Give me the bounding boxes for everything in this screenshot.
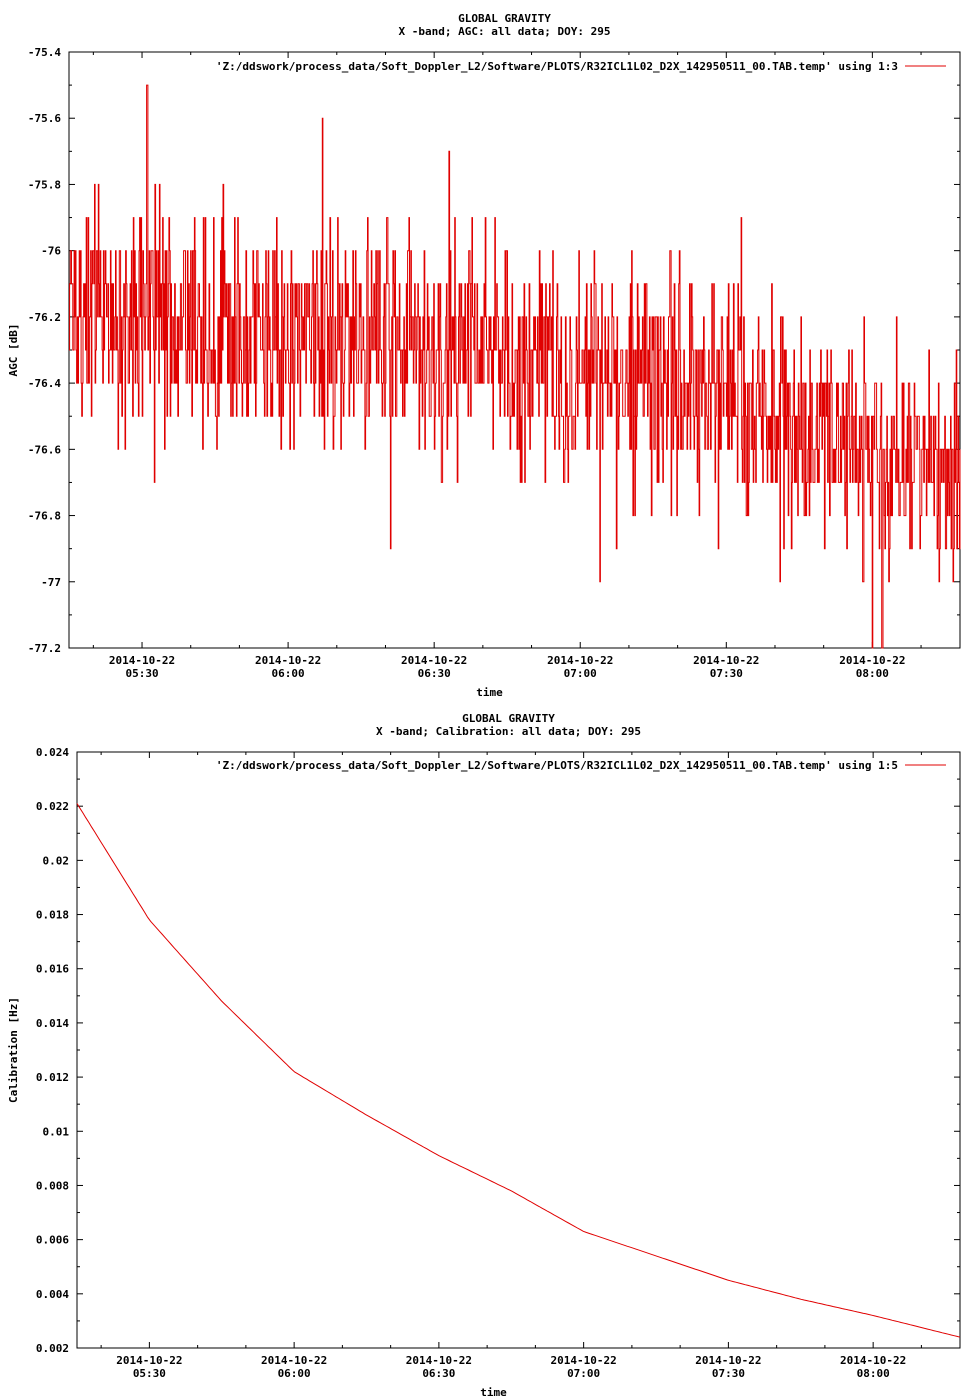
y-tick-label: -75.6	[28, 112, 61, 125]
x-tick-date: 2014-10-22	[406, 1354, 472, 1367]
x-tick-time: 06:00	[278, 1367, 311, 1380]
x-tick-date: 2014-10-22	[840, 1354, 906, 1367]
chart-subtitle: X -band; AGC: all data; DOY: 295	[399, 25, 611, 38]
legend-entry: 'Z:/ddswork/process_data/Soft_Doppler_L2…	[216, 759, 898, 772]
x-tick-date: 2014-10-22	[551, 1354, 617, 1367]
x-tick-time: 07:30	[710, 667, 743, 680]
y-tick-label: 0.016	[36, 963, 69, 976]
x-tick-date: 2014-10-22	[401, 654, 467, 667]
x-tick-time: 07:00	[564, 667, 597, 680]
x-tick-date: 2014-10-22	[255, 654, 321, 667]
x-tick-time: 05:30	[133, 1367, 166, 1380]
y-tick-label: -75.8	[28, 178, 61, 191]
x-tick-date: 2014-10-22	[109, 654, 175, 667]
x-axis-label: time	[480, 1386, 507, 1399]
y-tick-label: -76	[41, 245, 61, 258]
plot-frame	[68, 51, 961, 649]
y-tick-label: 0.004	[36, 1288, 69, 1301]
y-tick-label: 0.008	[36, 1179, 69, 1192]
y-tick-label: 0.018	[36, 909, 69, 922]
x-tick-time: 07:30	[712, 1367, 745, 1380]
y-tick-label: -76.8	[28, 510, 61, 523]
y-tick-label: 0.022	[36, 800, 69, 813]
y-tick-label: -75.4	[28, 46, 61, 59]
y-tick-label: 0.012	[36, 1071, 69, 1084]
x-tick-time: 08:00	[857, 1367, 890, 1380]
y-tick-label: 0.006	[36, 1234, 69, 1247]
y-tick-label: -76.4	[28, 377, 61, 390]
y-tick-label: -77	[41, 576, 61, 589]
y-tick-label: -77.2	[28, 642, 61, 655]
y-tick-label: 0.02	[43, 854, 70, 867]
y-tick-label: -76.2	[28, 311, 61, 324]
y-tick-label: 0.002	[36, 1342, 69, 1355]
plot-frame	[76, 751, 961, 1349]
x-axis-label: time	[476, 686, 503, 699]
y-axis-label: AGC [dB]	[7, 324, 20, 377]
x-tick-date: 2014-10-22	[547, 654, 613, 667]
x-tick-time: 08:00	[856, 667, 889, 680]
chart-title: GLOBAL GRAVITY	[462, 712, 555, 725]
y-tick-label: -76.6	[28, 443, 61, 456]
x-tick-date: 2014-10-22	[693, 654, 759, 667]
legend-entry: 'Z:/ddswork/process_data/Soft_Doppler_L2…	[216, 60, 898, 73]
x-tick-time: 06:00	[272, 667, 305, 680]
chart-subtitle: X -band; Calibration: all data; DOY: 295	[376, 725, 641, 738]
x-tick-date: 2014-10-22	[116, 1354, 182, 1367]
series-line	[69, 84, 961, 649]
x-tick-date: 2014-10-22	[839, 654, 905, 667]
x-tick-date: 2014-10-22	[261, 1354, 327, 1367]
x-tick-time: 05:30	[125, 667, 158, 680]
x-tick-date: 2014-10-22	[695, 1354, 761, 1367]
series-line	[76, 803, 961, 1338]
x-tick-time: 07:00	[567, 1367, 600, 1380]
y-tick-label: 0.01	[43, 1125, 70, 1138]
y-axis-label: Calibration [Hz]	[7, 997, 20, 1103]
y-tick-label: 0.024	[36, 746, 69, 759]
x-tick-time: 06:30	[418, 667, 451, 680]
x-tick-time: 06:30	[422, 1367, 455, 1380]
chart-title: GLOBAL GRAVITY	[458, 12, 551, 25]
y-tick-label: 0.014	[36, 1017, 69, 1030]
